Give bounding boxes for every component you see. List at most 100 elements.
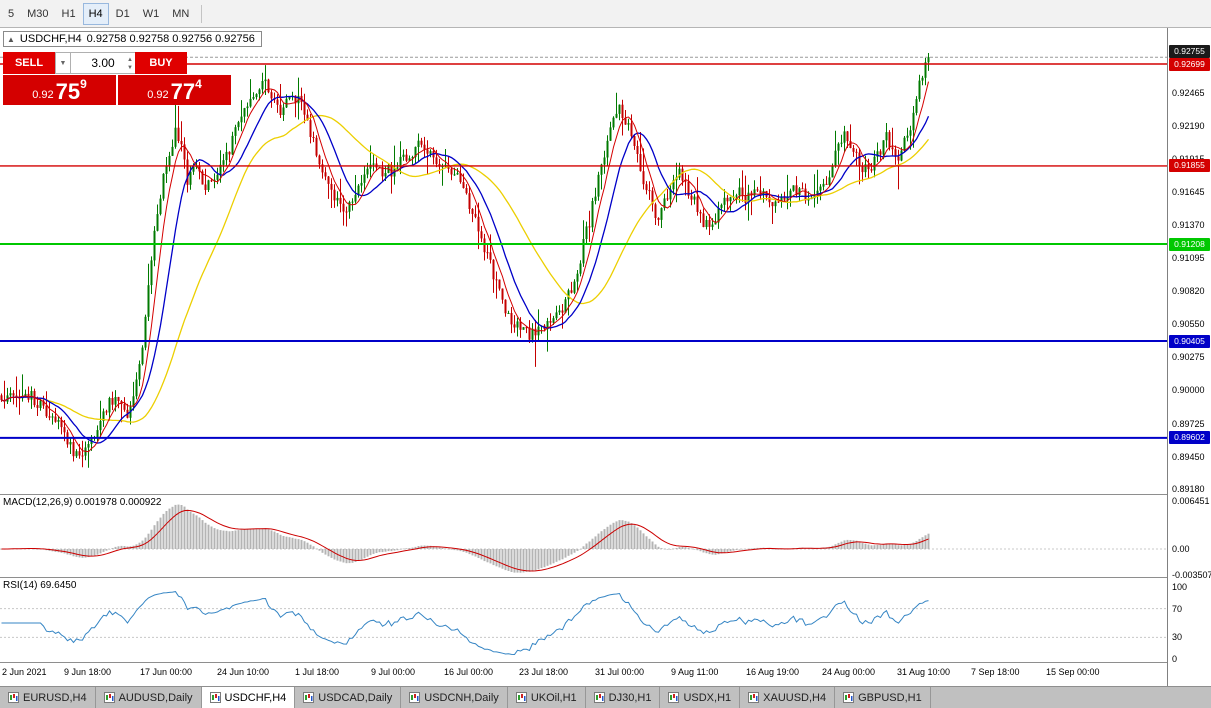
- rsi-axis-label: 0: [1172, 654, 1178, 664]
- rsi-label: RSI(14) 69.6450: [3, 580, 76, 591]
- price-tick-label: 0.92465: [1172, 87, 1205, 98]
- ask-pip-digit: 4: [195, 77, 202, 91]
- candles: [0, 53, 930, 468]
- chart-tab-USDX[interactable]: USDX,H1: [660, 687, 741, 708]
- chart-symbol-timeframe: USDCHF,H4: [19, 33, 82, 45]
- tab-label: USDCAD,Daily: [318, 691, 393, 704]
- chart-tab-XAUUSD[interactable]: XAUUSD,H4: [740, 687, 836, 708]
- chart-icon: [843, 692, 855, 703]
- chart-tab-USDCHF[interactable]: USDCHF,H4: [201, 687, 296, 708]
- panel-separator[interactable]: [0, 494, 1211, 495]
- time-axis-label: 31 Aug 10:00: [897, 667, 951, 677]
- toolbar-separator: [201, 4, 203, 23]
- rsi-line: [1, 591, 929, 656]
- chart-icon: [303, 692, 315, 703]
- chart-icon: [409, 692, 421, 703]
- macd-signal-line: [1, 509, 929, 572]
- macd-current-values: 0.001978 0.000922: [75, 497, 162, 508]
- time-axis-label: 9 Jun 18:00: [64, 667, 112, 677]
- ask-big-digits: 77: [170, 79, 196, 104]
- tab-label: EURUSD,H4: [23, 691, 87, 704]
- chart-tab-AUDUSD[interactable]: AUDUSD,Daily: [96, 687, 202, 708]
- price-axis[interactable]: 0.92465 0.92190 0.91915 0.91645 0.91370 0.910…: [1167, 28, 1211, 686]
- chart-tab-bar: EURUSD,H4 AUDUSD,Daily USDCHF,H4 USDCAD,Dai…: [0, 686, 1211, 708]
- chart-icon: [668, 692, 680, 703]
- time-axis-label: 9 Jul 00:00: [371, 667, 416, 677]
- rsi-axis-label: 70: [1172, 603, 1183, 614]
- time-axis-label: 2 Jun 2021: [2, 667, 47, 677]
- price-tick-label: 0.90820: [1172, 286, 1205, 297]
- ma-fast-line: [1, 81, 929, 453]
- time-axis-label: 9 Aug 11:00: [671, 667, 719, 677]
- volume-spinner[interactable]: ▲ ▼: [127, 57, 133, 71]
- chart-icon: [103, 692, 115, 703]
- bid-pip-digit: 9: [80, 77, 87, 91]
- sell-button[interactable]: SELL: [3, 52, 55, 74]
- time-axis-label: 24 Jun 10:00: [217, 667, 270, 677]
- tab-label: USDCHF,H4: [224, 691, 287, 704]
- timeframe-button-H1[interactable]: H1: [61, 7, 76, 20]
- chart-tab-DJ30[interactable]: DJ30,H1: [586, 687, 661, 708]
- time-axis-label: 16 Aug 19:00: [746, 667, 800, 677]
- time-axis-label: 17 Jun 00:00: [140, 667, 193, 677]
- timeframe-button-5[interactable]: 5: [8, 7, 15, 20]
- chart-tab-GBPUSD[interactable]: GBPUSD,H1: [835, 687, 931, 708]
- timeframe-button-D1[interactable]: D1: [115, 7, 130, 20]
- sell-price-button[interactable]: 0.92 75 9: [3, 75, 116, 105]
- trade-options-dropdown[interactable]: ▼: [55, 52, 71, 74]
- tab-label: USDCNH,Daily: [424, 691, 499, 704]
- price-tick-label: 0.90000: [1172, 385, 1205, 396]
- timeframe-button-MN[interactable]: MN: [172, 7, 190, 20]
- price-line-badge: 0.91208: [1169, 237, 1210, 251]
- rsi-current-value: 69.6450: [40, 580, 77, 591]
- price-line-badge: 0.89602: [1169, 431, 1210, 445]
- macd-axis-label: 0.00: [1172, 544, 1190, 554]
- chart-tab-USDCNH[interactable]: USDCNH,Daily: [401, 687, 508, 708]
- volume-input[interactable]: 3.00 ▲ ▼: [71, 52, 135, 74]
- price-tick-label: 0.91645: [1172, 186, 1205, 197]
- price-tick-label: 0.90550: [1172, 319, 1205, 329]
- time-axis-label: 7 Sep 18:00: [971, 667, 1020, 677]
- price-tick-label: 0.89450: [1172, 451, 1205, 462]
- time-axis[interactable]: 2 Jun 2021 9 Jun 18:00 17 Jun 00:00 24 Jun …: [0, 663, 1167, 686]
- chart-tab-UKOil[interactable]: UKOil,H1: [508, 687, 586, 708]
- chart-icon: [748, 692, 760, 703]
- chart-tab-EURUSD[interactable]: EURUSD,H4: [0, 687, 96, 708]
- chart-title-box: ▲ USDCHF,H4 0.92758 0.92758 0.92756 0.92…: [3, 31, 262, 47]
- price-line-badge: 0.92699: [1169, 57, 1210, 71]
- ma-mid-line: [1, 95, 930, 444]
- macd-indicator-panel[interactable]: MACD(12,26,9) 0.001978 0.000922: [0, 495, 1167, 577]
- timeframe-button-W1[interactable]: W1: [142, 7, 160, 20]
- timeframe-toolbar: 5 M30 H1 H4 D1 W1 MN: [0, 0, 1211, 28]
- timeframe-button-H4[interactable]: H4: [82, 2, 109, 25]
- one-click-trade-panel: SELL ▼ 3.00 ▲ ▼ BUY 0.92 75 9 0.92 77 4: [3, 52, 231, 105]
- tab-label: AUDUSD,Daily: [118, 691, 193, 704]
- timeframe-button-M30[interactable]: M30: [27, 7, 49, 20]
- tab-label: GBPUSD,H1: [858, 691, 922, 704]
- chart-icon: [8, 692, 19, 703]
- buy-button[interactable]: BUY: [135, 52, 187, 74]
- symbol-arrow-icon: ▲: [7, 34, 15, 44]
- macd-label: MACD(12,26,9) 0.001978 0.000922: [3, 497, 161, 508]
- chart-icon: [209, 692, 221, 703]
- tab-label: DJ30,H1: [608, 691, 652, 704]
- price-chart-canvas[interactable]: [0, 28, 1167, 494]
- bid-prefix: 0.92: [32, 89, 54, 101]
- panel-separator: [0, 662, 1211, 663]
- price-chart-panel[interactable]: ▲ USDCHF,H4 0.92758 0.92758 0.92756 0.92…: [0, 28, 1167, 494]
- rsi-indicator-panel[interactable]: RSI(14) 69.6450: [0, 578, 1167, 662]
- ma-slow-line: [1, 114, 930, 423]
- time-axis-label: 31 Jul 00:00: [595, 667, 645, 677]
- buy-price-button[interactable]: 0.92 77 4: [118, 75, 231, 105]
- tab-label: XAUUSD,H4: [763, 691, 827, 704]
- price-tick-label: 0.91095: [1172, 253, 1205, 264]
- price-tick-label: 0.89725: [1172, 418, 1205, 429]
- chart-tab-USDCAD[interactable]: USDCAD,Daily: [295, 687, 402, 708]
- chart-icon: [593, 692, 605, 703]
- price-tick-label: 0.90275: [1172, 352, 1205, 363]
- macd-name: MACD(12,26,9): [3, 497, 73, 508]
- panel-separator[interactable]: [0, 577, 1211, 578]
- volume-value: 3.00: [91, 56, 115, 70]
- tab-label: USDX,H1: [683, 691, 732, 704]
